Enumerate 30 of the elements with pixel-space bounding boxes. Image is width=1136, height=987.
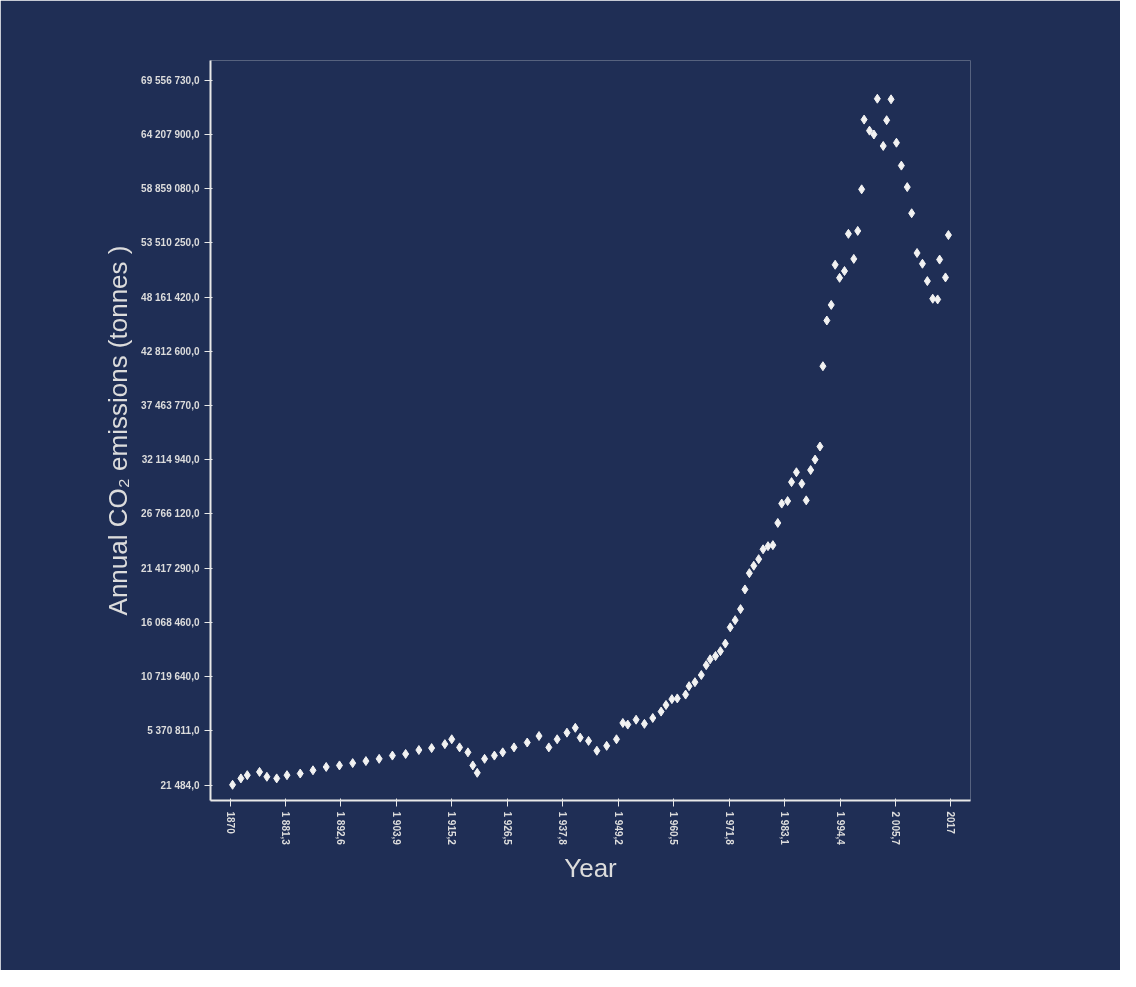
- x-tick-label: 1 994,4: [834, 811, 846, 846]
- y-tick-label: 10 719 640,0: [141, 671, 200, 683]
- y-tick-label: 26 766 120,0: [141, 508, 200, 520]
- x-tick-label: 1 892,6: [335, 811, 347, 846]
- y-tick-label: 21 417 290,0: [141, 562, 200, 574]
- y-tick-label: 16 068 460,0: [141, 616, 200, 628]
- y-tick-label: 21 484,0: [160, 779, 200, 791]
- y-tick-label: 5 370 811,0: [147, 725, 200, 737]
- x-tick-label: 1 881,3: [280, 811, 292, 846]
- x-tick-label: 1 983,1: [779, 811, 791, 846]
- x-tick-label: 1 971,8: [723, 811, 735, 846]
- x-tick-label: 1 949,2: [612, 811, 624, 846]
- x-axis-title: Year: [564, 852, 618, 883]
- y-tick-label: 48 161 420,0: [141, 291, 200, 303]
- x-tick-label: 1 960,5: [668, 811, 680, 846]
- y-tick-label: 32 114 940,0: [141, 454, 200, 466]
- y-tick-label: 37 463 770,0: [141, 400, 200, 412]
- x-tick-label: 1 937,8: [557, 811, 569, 846]
- x-tick-label: 1 926,5: [501, 811, 513, 846]
- y-tick-label: 58 859 080,0: [141, 183, 200, 195]
- x-tick-label: 1 915,2: [446, 811, 458, 846]
- x-tick-label: 1870: [224, 811, 236, 835]
- y-tick-label: 42 812 600,0: [141, 345, 200, 357]
- x-tick-label: 2 005,7: [889, 811, 901, 846]
- y-axis-title: Annual CO₂ emissions (tonnes ): [103, 245, 134, 616]
- x-tick-label: 2017: [945, 811, 957, 835]
- x-tick-label: 1 903,9: [390, 811, 402, 846]
- y-tick-label: 64 207 900,0: [141, 128, 200, 140]
- y-tick-label: 69 556 730,0: [141, 74, 200, 86]
- y-tick-label: 53 510 250,0: [141, 237, 200, 249]
